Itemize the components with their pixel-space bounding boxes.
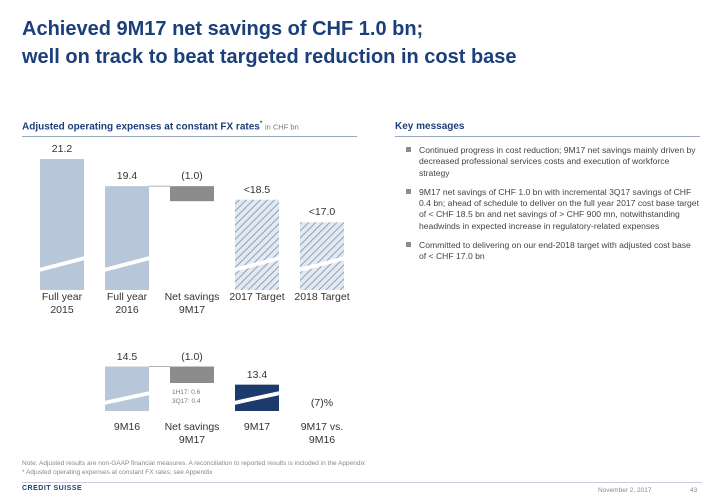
x-tick-label: Net savings 9M17 bbox=[164, 421, 220, 446]
footnote: * Adjusted operating expenses at constan… bbox=[22, 469, 213, 476]
annotation: 1H17: 0.6 bbox=[172, 389, 201, 396]
bar bbox=[170, 186, 214, 202]
page-number: 43 bbox=[690, 487, 698, 494]
data-label: <18.5 bbox=[243, 183, 271, 196]
bar bbox=[170, 366, 214, 383]
data-label: 13.4 bbox=[246, 368, 268, 381]
slide-title-line: Achieved 9M17 net savings of CHF 1.0 bn; bbox=[22, 18, 424, 40]
axis-break bbox=[234, 391, 280, 405]
unit-label: in CHF bn bbox=[264, 122, 299, 132]
footnote-marker: * bbox=[259, 121, 263, 127]
bar bbox=[235, 199, 279, 290]
axis-break bbox=[234, 256, 280, 272]
rule bbox=[395, 136, 700, 137]
bullet: Committed to delivering on our end-2018 … bbox=[419, 240, 700, 263]
chart-title: Adjusted operating expenses at constant … bbox=[22, 121, 260, 133]
data-label: (7)% bbox=[310, 397, 334, 409]
bar bbox=[40, 159, 84, 290]
bar bbox=[105, 366, 149, 411]
logo: CREDIT SUISSE bbox=[22, 485, 83, 492]
bullet: 9M17 net savings of CHF 1.0 bn with incr… bbox=[419, 186, 699, 231]
rule bbox=[22, 482, 702, 483]
bar bbox=[105, 186, 149, 290]
key-messages: Continued progress in cost reduction; 9M… bbox=[405, 145, 700, 271]
data-label: 19.4 bbox=[116, 170, 138, 183]
data-label: 14.5 bbox=[116, 350, 138, 363]
x-tick-label: Full year 2016 bbox=[106, 291, 148, 316]
axis-break bbox=[39, 256, 85, 272]
axis-break bbox=[299, 256, 345, 272]
chart-heading: Adjusted operating expenses at constant … bbox=[22, 121, 299, 132]
slide-title-line: well on track to beat targeted reduction… bbox=[22, 46, 517, 68]
footnote: Note: Adjusted results are non-GAAP fina… bbox=[22, 460, 366, 467]
rule bbox=[22, 136, 357, 137]
key-messages-title: Key messages bbox=[395, 121, 465, 132]
x-tick-label: 2017 Target bbox=[229, 291, 285, 303]
bar bbox=[300, 222, 344, 290]
annotation: 3Q17: 0.4 bbox=[172, 398, 201, 405]
data-label: 21.2 bbox=[51, 143, 73, 156]
data-label: (1.0) bbox=[181, 170, 203, 183]
data-label: (1.0) bbox=[181, 350, 203, 363]
date: November 2, 2017 bbox=[598, 487, 652, 494]
x-tick-label: 9M17 bbox=[243, 421, 271, 433]
axis-break bbox=[104, 256, 150, 272]
x-tick-label: 9M16 bbox=[113, 421, 141, 433]
x-tick-label: Full year 2015 bbox=[41, 291, 83, 316]
bullet: Continued progress in cost reduction; 9M… bbox=[419, 145, 700, 179]
x-tick-label: Net savings 9M17 bbox=[164, 291, 220, 316]
axis-break bbox=[104, 391, 150, 405]
x-tick-label: 9M17 vs. 9M16 bbox=[300, 421, 344, 446]
data-label: <17.0 bbox=[308, 206, 336, 219]
x-tick-label: 2018 Target bbox=[294, 291, 350, 303]
